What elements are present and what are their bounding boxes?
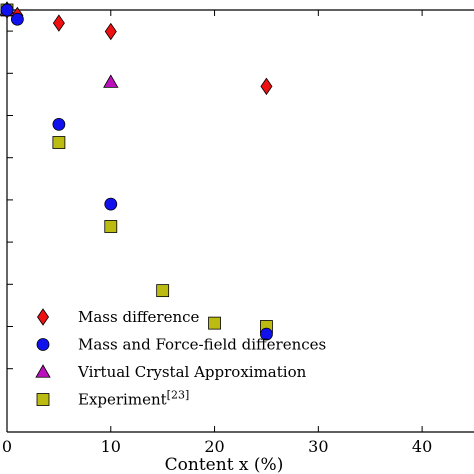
legend-circle-marker (36, 338, 50, 351)
legend-triangle-marker (35, 364, 51, 378)
diamond-point (104, 22, 117, 41)
legend-reference-superscript: [23] (167, 389, 190, 402)
x-tick-label: 20 (204, 437, 224, 456)
circle-point (104, 197, 118, 211)
x-tick-label: 0 (2, 437, 12, 456)
x-axis-label: Content x (%) (165, 455, 284, 474)
square-point (156, 284, 170, 298)
legend-label: Mass and Force-field differences (78, 336, 326, 354)
legend-label: Experiment[23] (78, 389, 189, 409)
diamond-point (260, 77, 273, 96)
circle-point (0, 3, 14, 17)
circle-point (260, 327, 273, 341)
legend-square-marker (36, 393, 50, 406)
legend-label: Mass difference (78, 308, 200, 326)
legend-label: Virtual Crystal Approximation (77, 363, 307, 381)
square-point (104, 220, 118, 233)
legend: Mass difference Mass and Force-field diff… (35, 308, 326, 409)
square-point (52, 136, 66, 149)
circle-point (10, 12, 24, 26)
square-point (208, 316, 221, 330)
x-tick-label: 40 (412, 437, 432, 456)
plot-frame (6, 9, 474, 433)
triangle-point (103, 74, 119, 88)
x-tick-label: 10 (101, 437, 121, 456)
circle-point (52, 117, 66, 131)
diamond-point (52, 14, 65, 32)
axis-ticks: 0 10 20 30 40 (2, 10, 432, 456)
data-points (0, 1, 273, 341)
x-tick-label: 30 (308, 437, 328, 456)
legend-diamond-marker (37, 308, 49, 326)
